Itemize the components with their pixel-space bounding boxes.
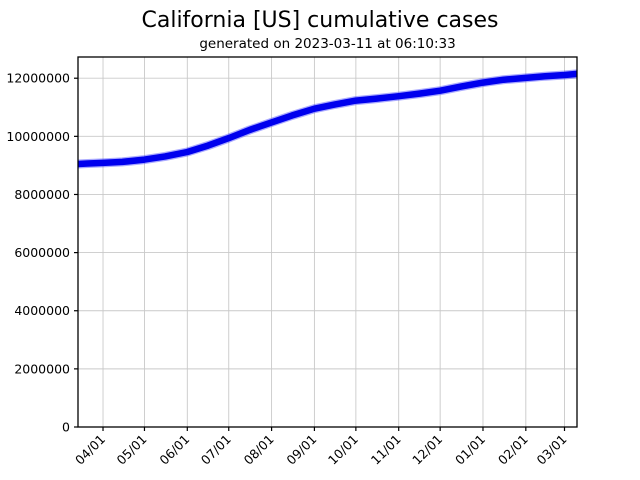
data-line-halo (77, 69, 578, 169)
y-tick-label: 10000000 (6, 129, 70, 144)
x-tick-label: 07/01 (198, 432, 234, 468)
x-tick-label: 11/01 (368, 432, 404, 468)
chart-subtitle: generated on 2023-03-11 at 06:10:33 (199, 36, 456, 52)
plot-border (77, 56, 578, 428)
y-tick-label: 4000000 (14, 303, 70, 318)
x-tick-label: 10/01 (325, 432, 361, 468)
x-tick-label: 06/01 (156, 432, 192, 468)
y-tick-label: 8000000 (14, 187, 70, 202)
x-tick-label: 09/01 (283, 432, 319, 468)
y-tick-label: 0 (62, 420, 70, 435)
x-tick-label: 03/01 (534, 432, 570, 468)
x-tick-label: 08/01 (241, 432, 277, 468)
y-tick-label: 6000000 (14, 245, 70, 260)
x-tick-label: 02/01 (495, 432, 531, 468)
y-tick-label: 12000000 (6, 71, 70, 86)
x-tick-label: 01/01 (452, 432, 488, 468)
x-tick-label: 05/01 (114, 432, 150, 468)
y-tick-label: 2000000 (14, 361, 70, 376)
x-tick-label: 12/01 (409, 432, 445, 468)
x-tick-label: 04/01 (72, 432, 108, 468)
data-line (77, 70, 578, 168)
chart-title: California [US] cumulative cases (141, 8, 499, 33)
